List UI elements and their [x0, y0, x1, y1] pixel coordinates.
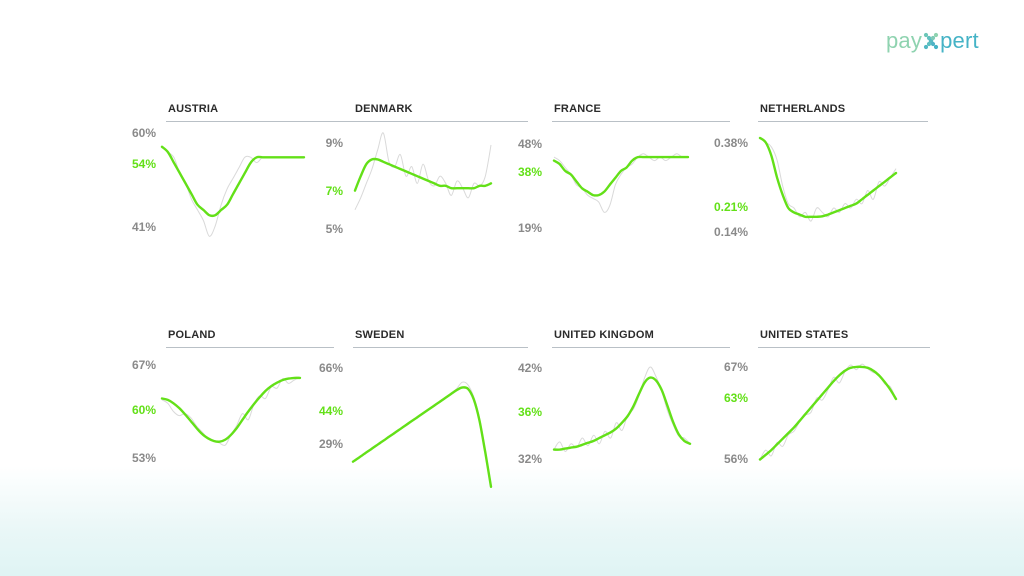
chart-united-states: UNITED STATES 67% 56% 63% [720, 329, 930, 469]
highlight-value-label: 54% [132, 157, 156, 171]
chart-title: SWEDEN [355, 329, 405, 341]
raw-series-line [354, 132, 492, 211]
title-rule [166, 347, 334, 348]
raw-series-line [759, 137, 897, 222]
trend-series-line [552, 155, 690, 197]
trend-series-line [758, 136, 898, 219]
netherlands-plot: 0.38% 0.14% 0.21% [714, 136, 898, 239]
chart-netherlands: NETHERLANDS 0.38% 0.14% 0.21% [714, 103, 928, 243]
chart-austria: AUSTRIA 60% 41% 54% [128, 103, 436, 243]
chart-france: FRANCE 48% 19% 38% [514, 103, 730, 243]
poland-plot: 67% 53% 60% [132, 358, 302, 465]
highlight-value-label: 44% [319, 404, 343, 418]
title-rule [552, 347, 730, 348]
title-rule [758, 121, 928, 122]
trend-series-line [351, 386, 493, 488]
tick-label: 32% [518, 452, 542, 466]
chart-sweden: SWEDEN 66% 29% 44% [315, 329, 528, 488]
highlight-value-label: 36% [518, 405, 542, 419]
tick-label: 0.38% [714, 136, 748, 150]
chart-poland: POLAND 67% 53% 60% [128, 329, 334, 469]
sweden-plot: 66% 29% 44% [319, 361, 493, 488]
highlight-value-label: 60% [132, 403, 156, 417]
payxpert-logo: pay pert [886, 28, 979, 53]
austria-plot: 60% 41% 54% [132, 126, 306, 237]
tick-label: 67% [132, 358, 156, 372]
chart-title: UNITED STATES [760, 329, 849, 341]
chart-title: UNITED KINGDOM [554, 329, 654, 341]
tick-label: 67% [724, 360, 748, 374]
title-rule [353, 347, 528, 348]
trend-series-line [758, 365, 898, 461]
chart-denmark: DENMARK 9% 5% 7% [315, 103, 528, 243]
tick-label: 9% [326, 136, 344, 150]
tick-label: 0.14% [714, 225, 748, 239]
title-rule [758, 347, 930, 348]
united-states-plot: 67% 56% 63% [724, 360, 898, 466]
tick-label: 5% [326, 222, 344, 236]
chart-title: DENMARK [355, 103, 413, 115]
tick-label: 19% [518, 221, 542, 235]
chart-united-kingdom: UNITED KINGDOM 42% 32% 36% [514, 329, 730, 469]
chart-title: POLAND [168, 329, 216, 341]
logo-x-mark [923, 30, 939, 52]
bottom-gradient [0, 466, 1024, 576]
denmark-plot: 9% 5% 7% [326, 132, 493, 236]
trend-series-line [160, 376, 302, 443]
chart-title: FRANCE [554, 103, 602, 115]
highlight-value-label: 7% [326, 184, 344, 198]
highlight-value-label: 38% [518, 165, 542, 179]
chart-title: AUSTRIA [168, 103, 219, 115]
title-rule [552, 121, 730, 122]
highlight-value-label: 63% [724, 391, 748, 405]
tick-label: 56% [724, 452, 748, 466]
tick-label: 29% [319, 437, 343, 451]
tick-label: 42% [518, 361, 542, 375]
france-plot: 48% 19% 38% [518, 137, 690, 235]
united-kingdom-plot: 42% 32% 36% [518, 361, 692, 466]
tick-label: 48% [518, 137, 542, 151]
tick-label: 66% [319, 361, 343, 375]
tick-label: 53% [132, 451, 156, 465]
tick-label: 60% [132, 126, 156, 140]
chart-title: NETHERLANDS [760, 103, 846, 115]
title-rule [353, 121, 528, 122]
raw-series-line [352, 381, 492, 485]
trend-series-line [552, 376, 692, 451]
title-rule [166, 121, 436, 122]
raw-series-line [759, 363, 897, 460]
raw-series-line [553, 153, 689, 213]
tick-label: 41% [132, 220, 156, 234]
raw-series-line [161, 146, 304, 237]
trend-series-line [353, 157, 493, 192]
trend-series-line [160, 145, 306, 218]
highlight-value-label: 0.21% [714, 200, 748, 214]
